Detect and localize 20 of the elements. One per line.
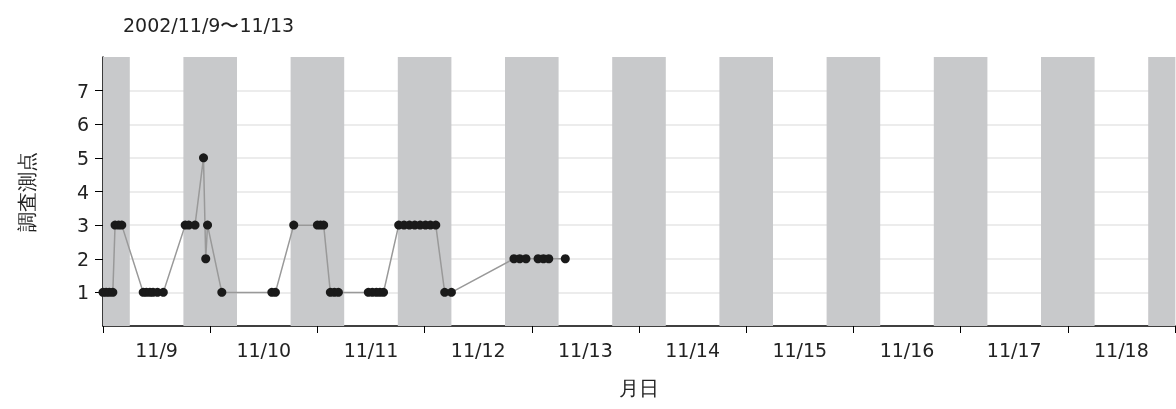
x-tick-label: 11/17: [986, 338, 1042, 361]
y-tick-label: 1: [76, 281, 89, 304]
x-tick-label: 11/15: [772, 338, 828, 361]
y-tick-label: 6: [76, 113, 89, 136]
x-tick-label: 11/11: [343, 338, 399, 361]
y-tick-label: 3: [76, 214, 89, 237]
x-tick-label: 11/9: [135, 338, 178, 361]
y-axis-title: 調査測点: [15, 151, 39, 232]
x-tick-label: 11/14: [665, 338, 720, 361]
x-tick-label: 11/16: [879, 338, 935, 361]
x-axis-title: 月日: [619, 376, 659, 400]
y-tick-label: 2: [76, 247, 89, 270]
y-tick-label: 5: [76, 146, 89, 169]
x-tick-label: 11/18: [1094, 338, 1149, 361]
chart-title: 2002/11/9〜11/13: [123, 13, 295, 36]
y-tick-label: 7: [76, 79, 89, 102]
x-tick-label: 11/13: [558, 338, 613, 361]
x-tick-label: 11/12: [450, 338, 506, 361]
x-tick-label: 11/10: [236, 338, 292, 361]
y-tick-label: 4: [76, 180, 89, 203]
